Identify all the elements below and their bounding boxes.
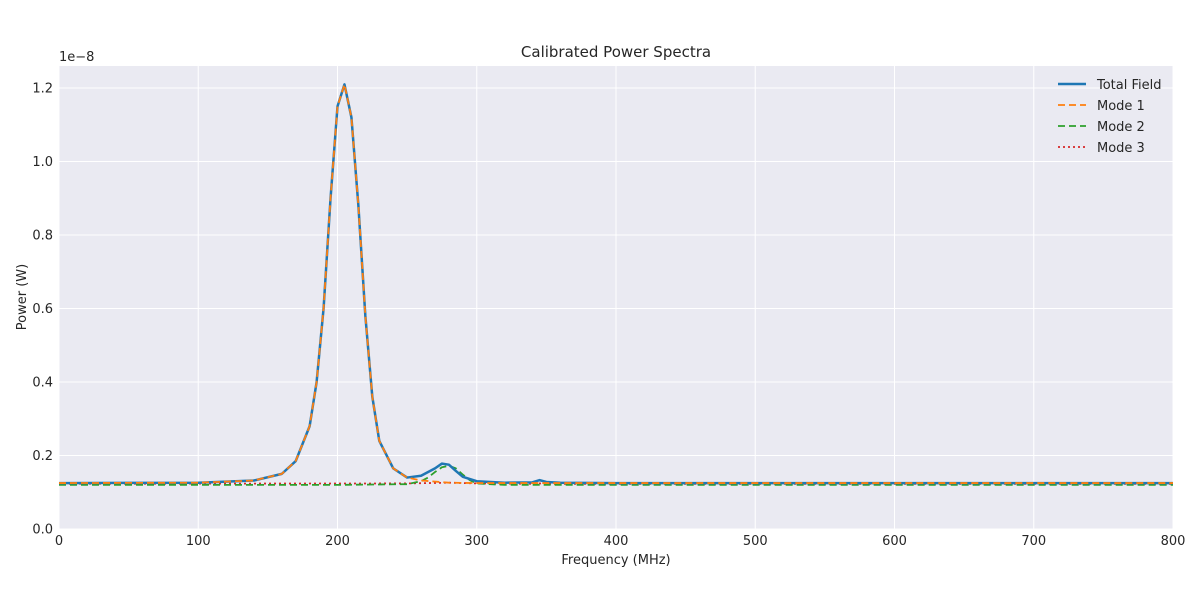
- legend-item: Total Field: [1058, 78, 1162, 93]
- y-tick-label: 0.0: [32, 523, 53, 538]
- axis-ticks: 0 100 200 300 400 500 600 700 800 0.0 0.2 0.4 0.6 0.8…: [32, 82, 1185, 549]
- legend-item: Mode 1: [1058, 99, 1145, 114]
- y-tick-label: 0.4: [32, 376, 53, 391]
- y-tick-label: 1.2: [32, 82, 53, 97]
- x-tick-label: 0: [55, 534, 63, 549]
- legend-label: Mode 2: [1097, 120, 1145, 135]
- legend: Total Field Mode 1 Mode 2 Mode 3: [1058, 78, 1162, 156]
- x-tick-label: 200: [325, 534, 350, 549]
- legend-item: Mode 2: [1058, 120, 1145, 135]
- legend-item: Mode 3: [1058, 141, 1145, 156]
- y-offset-label: 1e−8: [59, 50, 94, 65]
- x-tick-label: 600: [882, 534, 907, 549]
- series-line-mode-2: [59, 464, 1173, 486]
- series-group: [58, 83, 1173, 486]
- y-axis-label: Power (W): [15, 264, 30, 330]
- grid: [58, 66, 1174, 530]
- y-tick-label: 1.0: [32, 155, 53, 170]
- x-tick-label: 700: [1021, 534, 1046, 549]
- legend-label: Total Field: [1096, 78, 1162, 93]
- x-tick-label: 400: [604, 534, 629, 549]
- x-axis-label: Frequency (MHz): [561, 553, 670, 568]
- legend-label: Mode 1: [1097, 99, 1145, 114]
- chart-title: Calibrated Power Spectra: [521, 43, 711, 61]
- x-tick-label: 500: [743, 534, 768, 549]
- legend-label: Mode 3: [1097, 141, 1145, 156]
- y-tick-label: 0.8: [32, 229, 53, 244]
- x-tick-label: 800: [1161, 534, 1186, 549]
- y-tick-label: 0.6: [32, 302, 53, 317]
- x-tick-label: 300: [464, 534, 489, 549]
- x-tick-label: 100: [186, 534, 211, 549]
- series-line-mode-1: [58, 83, 1173, 484]
- y-tick-label: 0.2: [32, 449, 53, 464]
